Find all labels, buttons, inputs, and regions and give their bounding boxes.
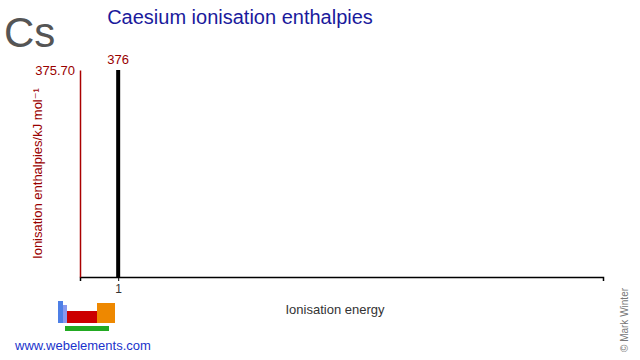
y-tick: 375.70 (35, 63, 80, 78)
element-symbol: Cs (4, 9, 55, 56)
data-label: 376 (107, 52, 129, 67)
icon-block (97, 303, 115, 323)
x-axis: 1 (81, 277, 604, 296)
x-axis-title: Ionisation energy (285, 302, 385, 317)
icon-block (63, 305, 67, 323)
icon-block (58, 301, 63, 323)
x-tick-mark (118, 277, 119, 281)
x-tick-label: 1 (115, 282, 122, 296)
bar (116, 70, 120, 277)
y-tick-label: 375.70 (35, 63, 75, 78)
title: Caesium ionisation enthalpies (107, 6, 373, 28)
chart: Cs Caesium ionisation enthalpies 1 375.70 37… (0, 0, 640, 360)
periodic-table-icon (58, 301, 115, 331)
icon-block (67, 311, 97, 323)
website: www.webelements.com (14, 338, 151, 353)
copyright: © Mark Winter (619, 287, 630, 352)
x-tick: 1 (115, 277, 122, 296)
y-axis-line (80, 71, 82, 278)
plot-area (116, 70, 120, 277)
y-axis-title: Ionisation enthalpies/kJ mol⁻¹ (30, 87, 45, 259)
x-axis-line (81, 278, 604, 282)
icon-block (65, 326, 109, 331)
